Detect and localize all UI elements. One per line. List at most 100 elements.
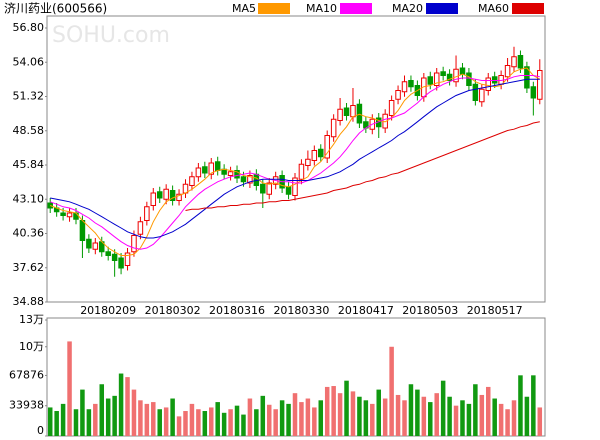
volume-bar xyxy=(247,398,253,436)
candle-body xyxy=(472,83,479,101)
volume-bar xyxy=(176,416,182,436)
volume-bar xyxy=(382,398,388,436)
volume-bar xyxy=(331,386,336,436)
volume-bar xyxy=(189,403,195,436)
volume-bar xyxy=(286,403,291,436)
volume-bar xyxy=(234,405,240,436)
candle-body xyxy=(118,257,124,269)
volume-bar xyxy=(157,409,162,436)
volume-bar xyxy=(415,389,420,436)
candle-body xyxy=(214,161,221,171)
candle-body xyxy=(388,100,395,116)
candle-body xyxy=(408,80,414,88)
y-tick-label: 45.84 xyxy=(13,158,45,171)
volume-bar xyxy=(305,398,311,436)
volume-bar xyxy=(254,409,259,436)
legend-swatch xyxy=(258,3,290,14)
volume-bar xyxy=(498,403,504,436)
candle-body xyxy=(111,253,118,261)
candle-body xyxy=(105,251,111,256)
legend-label: MA10 xyxy=(306,2,337,15)
candle-body xyxy=(144,206,150,221)
volume-bar xyxy=(209,407,214,436)
candle-body xyxy=(305,158,311,166)
volume-bar xyxy=(312,407,317,436)
y-tick-label: 34.88 xyxy=(13,295,45,308)
volume-bar xyxy=(273,409,278,436)
volume-bar xyxy=(505,409,510,436)
candle-body xyxy=(330,118,337,138)
volume-tick-label: 67876 xyxy=(9,368,44,381)
volume-bar xyxy=(324,386,330,436)
x-tick-label: 20180417 xyxy=(338,304,394,317)
volume-bar xyxy=(447,396,452,436)
volume-bar xyxy=(202,411,208,436)
candle-body xyxy=(86,238,92,249)
volume-bar xyxy=(80,389,85,436)
volume-bar xyxy=(183,411,188,436)
volume-bar xyxy=(151,402,156,436)
x-tick-label: 20180316 xyxy=(209,304,265,317)
candle-body xyxy=(318,148,324,158)
volume-bar xyxy=(99,384,105,436)
candle-body xyxy=(169,190,176,201)
volume-tick-label: 10万 xyxy=(19,340,44,353)
chart-title: 济川药业(600566) xyxy=(4,1,107,16)
candle-body xyxy=(524,66,530,89)
volume-bar xyxy=(299,402,304,436)
volume-bar xyxy=(260,395,266,436)
candle-body xyxy=(266,182,272,195)
candle-body xyxy=(79,220,86,241)
y-tick-label: 51.32 xyxy=(13,90,45,103)
candle-body xyxy=(479,88,485,103)
legend-label: MA5 xyxy=(232,2,256,15)
volume-bar xyxy=(408,384,414,436)
volume-tick-label: 33938 xyxy=(9,399,44,412)
volume-bar xyxy=(144,403,150,436)
volume-bar xyxy=(125,377,130,436)
volume-bar xyxy=(266,404,272,436)
volume-bar xyxy=(357,396,362,436)
candle-body xyxy=(298,163,305,180)
x-tick-label: 20180330 xyxy=(273,304,329,317)
volume-bar xyxy=(118,373,124,436)
candle-body xyxy=(427,76,434,85)
volume-bar xyxy=(479,394,485,436)
volume-bar xyxy=(453,405,459,436)
volume-bar xyxy=(428,402,433,436)
legend-label: MA60 xyxy=(478,2,509,15)
candle-body xyxy=(343,107,350,116)
volume-bar xyxy=(279,400,285,436)
volume-bar xyxy=(434,393,439,436)
candle-body xyxy=(459,67,466,75)
volume-bar xyxy=(131,389,137,436)
candle-body xyxy=(491,76,498,84)
volume-bar xyxy=(228,409,233,436)
volume-bar xyxy=(54,411,59,436)
candle-body xyxy=(511,56,517,68)
volume-bar xyxy=(440,380,446,436)
price-frame xyxy=(46,15,546,303)
volume-tick-label: 0 xyxy=(37,424,44,437)
x-tick-label: 20180302 xyxy=(145,304,201,317)
candle-body xyxy=(485,77,492,91)
candle-body xyxy=(440,71,446,76)
volume-bar xyxy=(112,395,117,436)
y-tick-label: 37.62 xyxy=(13,261,45,274)
volume-bar xyxy=(389,346,394,436)
candle-body xyxy=(73,212,79,220)
volume-bar xyxy=(466,403,472,436)
candle-body xyxy=(247,175,253,184)
candle-body xyxy=(285,186,292,195)
candle-body xyxy=(446,73,453,81)
volume-bar xyxy=(460,400,465,436)
candle-body xyxy=(311,150,318,161)
legend-swatch xyxy=(512,3,544,14)
y-tick-label: 56.80 xyxy=(13,21,45,34)
volume-bar xyxy=(402,400,407,436)
candle-body xyxy=(433,72,440,86)
volume-bar xyxy=(344,380,349,436)
volume-bar xyxy=(337,393,343,436)
volume-bar xyxy=(421,396,427,436)
